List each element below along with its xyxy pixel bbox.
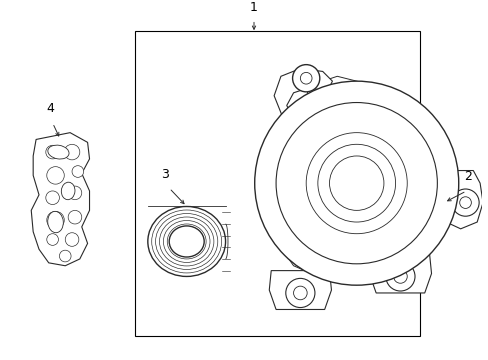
Circle shape bbox=[385, 262, 414, 291]
Circle shape bbox=[293, 286, 306, 300]
Ellipse shape bbox=[48, 145, 69, 159]
Text: 4: 4 bbox=[47, 102, 55, 115]
Circle shape bbox=[65, 233, 79, 246]
Circle shape bbox=[292, 65, 319, 92]
Ellipse shape bbox=[61, 182, 75, 200]
Circle shape bbox=[300, 72, 311, 84]
Circle shape bbox=[46, 145, 59, 159]
Text: 1: 1 bbox=[249, 1, 257, 14]
Circle shape bbox=[329, 156, 383, 210]
Circle shape bbox=[47, 167, 64, 184]
Polygon shape bbox=[31, 132, 89, 266]
Circle shape bbox=[68, 186, 81, 200]
Circle shape bbox=[451, 189, 478, 216]
Circle shape bbox=[68, 210, 81, 224]
Ellipse shape bbox=[147, 207, 225, 276]
Circle shape bbox=[305, 132, 407, 234]
Circle shape bbox=[276, 103, 436, 264]
Polygon shape bbox=[443, 171, 482, 229]
Circle shape bbox=[47, 234, 59, 246]
Polygon shape bbox=[267, 188, 283, 210]
Text: 2: 2 bbox=[464, 170, 471, 183]
Text: 3: 3 bbox=[161, 168, 169, 181]
Circle shape bbox=[47, 211, 64, 229]
Ellipse shape bbox=[169, 226, 204, 257]
Circle shape bbox=[295, 188, 305, 198]
Circle shape bbox=[459, 197, 470, 208]
Circle shape bbox=[285, 278, 314, 307]
Polygon shape bbox=[368, 254, 430, 293]
Circle shape bbox=[46, 191, 59, 204]
Polygon shape bbox=[269, 271, 331, 310]
Circle shape bbox=[64, 144, 80, 160]
Ellipse shape bbox=[48, 211, 63, 233]
Circle shape bbox=[254, 81, 458, 285]
Circle shape bbox=[393, 270, 407, 283]
Circle shape bbox=[281, 207, 292, 218]
Polygon shape bbox=[267, 76, 397, 280]
Bar bbox=[135, 31, 419, 336]
Circle shape bbox=[72, 166, 83, 177]
Circle shape bbox=[317, 144, 395, 222]
Circle shape bbox=[59, 250, 71, 262]
Circle shape bbox=[316, 255, 328, 267]
Polygon shape bbox=[274, 68, 332, 120]
